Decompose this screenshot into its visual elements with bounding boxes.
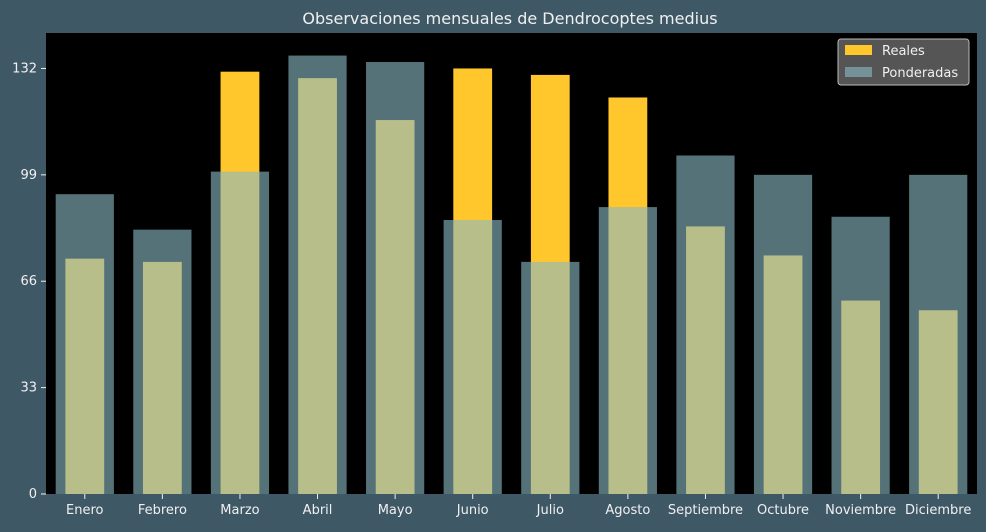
bar-ponderadas-octubre: [753, 174, 813, 494]
plot-area: [46, 33, 977, 494]
bar-ponderadas-junio: [443, 219, 502, 495]
legend-swatch-reales: [845, 45, 872, 55]
x-tick-label: Diciembre: [905, 503, 971, 518]
series-ponderadas: [55, 55, 968, 495]
bar-ponderadas-mayo: [366, 62, 425, 495]
legend-swatch-ponderadas: [845, 67, 872, 77]
x-tick-label: Marzo: [220, 503, 259, 518]
bar-ponderadas-marzo: [210, 171, 270, 494]
x-tick-label: Septiembre: [668, 503, 743, 518]
legend-label-reales: Reales: [882, 44, 925, 59]
bar-ponderadas-diciembre: [909, 174, 968, 494]
x-tick-label: Enero: [66, 503, 104, 518]
x-tick-label: Junio: [456, 503, 489, 518]
bar-ponderadas-julio: [521, 261, 580, 494]
y-tick-label: 0: [29, 487, 37, 502]
y-tick-label: 33: [20, 381, 37, 396]
legend: Reales Ponderadas: [837, 38, 970, 86]
legend-label-ponderadas: Ponderadas: [882, 66, 958, 81]
x-tick-label: Julio: [536, 503, 564, 518]
bar-ponderadas-enero: [55, 194, 114, 494]
chart-title: Observaciones mensuales de Dendrocoptes …: [302, 9, 717, 28]
x-axis: Enero Febrero Marzo Abril Mayo Junio Julio Agos…: [66, 494, 971, 518]
x-tick-label: Agosto: [605, 503, 650, 518]
y-axis: 0 33 66 99 132: [12, 61, 46, 502]
bar-ponderadas-febrero: [133, 229, 192, 495]
bar-ponderadas-noviembre: [831, 216, 890, 494]
x-tick-label: Mayo: [378, 503, 413, 518]
bar-ponderadas-abril: [288, 55, 347, 494]
x-tick-label: Febrero: [138, 503, 187, 518]
x-tick-label: Noviembre: [825, 503, 896, 518]
bar-ponderadas-septiembre: [676, 155, 735, 495]
x-tick-label: Octubre: [757, 503, 809, 518]
bar-ponderadas-agosto: [598, 207, 657, 494]
x-tick-label: Abril: [303, 503, 333, 518]
y-tick-label: 66: [20, 274, 37, 289]
y-tick-label: 132: [12, 61, 37, 76]
y-tick-label: 99: [20, 168, 37, 183]
